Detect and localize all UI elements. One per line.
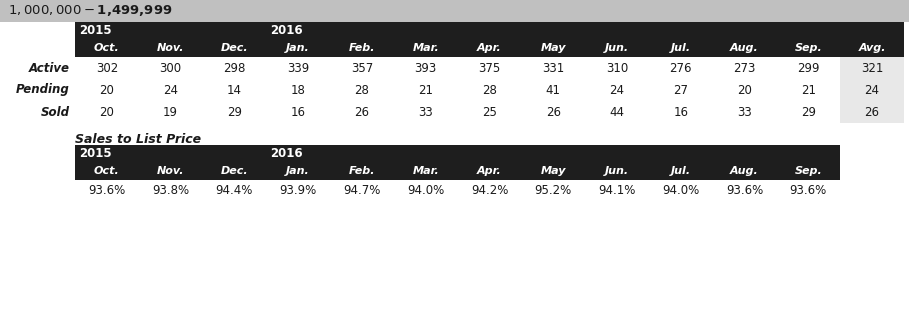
Text: 273: 273 bbox=[734, 61, 755, 75]
Text: 20: 20 bbox=[99, 84, 115, 96]
Text: 393: 393 bbox=[415, 61, 437, 75]
Text: 321: 321 bbox=[861, 61, 884, 75]
Text: 21: 21 bbox=[418, 84, 434, 96]
Text: Dec.: Dec. bbox=[221, 43, 248, 53]
Text: 93.8%: 93.8% bbox=[152, 184, 189, 197]
Text: 339: 339 bbox=[287, 61, 309, 75]
Bar bbox=[75, 22, 904, 39]
Text: 24: 24 bbox=[163, 84, 178, 96]
Text: Dec.: Dec. bbox=[221, 166, 248, 176]
Text: 276: 276 bbox=[670, 61, 692, 75]
Text: 2016: 2016 bbox=[270, 24, 303, 37]
Text: 94.2%: 94.2% bbox=[471, 184, 508, 197]
Text: 2015: 2015 bbox=[79, 24, 112, 37]
Text: 33: 33 bbox=[737, 105, 752, 119]
Text: 20: 20 bbox=[99, 105, 115, 119]
Text: May: May bbox=[541, 43, 566, 53]
Text: Feb.: Feb. bbox=[349, 166, 375, 176]
Text: 24: 24 bbox=[610, 84, 624, 96]
Text: Mar.: Mar. bbox=[413, 166, 439, 176]
Text: 299: 299 bbox=[797, 61, 820, 75]
Text: 26: 26 bbox=[545, 105, 561, 119]
Text: 2015: 2015 bbox=[79, 147, 112, 160]
Text: 27: 27 bbox=[674, 84, 688, 96]
Bar bbox=[75, 162, 840, 180]
Text: Oct.: Oct. bbox=[94, 166, 120, 176]
Text: 33: 33 bbox=[418, 105, 433, 119]
Text: Avg.: Avg. bbox=[858, 43, 886, 53]
Text: 93.6%: 93.6% bbox=[790, 184, 827, 197]
Text: 44: 44 bbox=[610, 105, 624, 119]
Text: Jan.: Jan. bbox=[286, 43, 310, 53]
Text: Jun.: Jun. bbox=[605, 166, 629, 176]
Text: Nov.: Nov. bbox=[157, 43, 185, 53]
Text: 18: 18 bbox=[291, 84, 305, 96]
Text: 300: 300 bbox=[160, 61, 182, 75]
Text: 25: 25 bbox=[482, 105, 497, 119]
Text: 24: 24 bbox=[864, 84, 880, 96]
Text: 19: 19 bbox=[163, 105, 178, 119]
Text: 94.0%: 94.0% bbox=[662, 184, 699, 197]
Text: Jul.: Jul. bbox=[671, 43, 691, 53]
Text: 29: 29 bbox=[227, 105, 242, 119]
Text: 41: 41 bbox=[545, 84, 561, 96]
Text: 93.6%: 93.6% bbox=[88, 184, 125, 197]
Text: 28: 28 bbox=[482, 84, 497, 96]
Text: 16: 16 bbox=[674, 105, 688, 119]
Text: Sep.: Sep. bbox=[794, 166, 823, 176]
Text: 26: 26 bbox=[355, 105, 369, 119]
Text: Sales to List Price: Sales to List Price bbox=[75, 133, 201, 146]
Text: 21: 21 bbox=[801, 84, 816, 96]
Text: Mar.: Mar. bbox=[413, 43, 439, 53]
Text: Active: Active bbox=[29, 61, 70, 75]
Bar bbox=[840, 57, 904, 79]
Bar bbox=[840, 79, 904, 101]
Text: 331: 331 bbox=[542, 61, 564, 75]
Text: 94.4%: 94.4% bbox=[215, 184, 253, 197]
Text: 375: 375 bbox=[478, 61, 501, 75]
Text: 357: 357 bbox=[351, 61, 373, 75]
Text: 20: 20 bbox=[737, 84, 752, 96]
Text: 310: 310 bbox=[606, 61, 628, 75]
Text: 93.9%: 93.9% bbox=[280, 184, 317, 197]
Text: 94.0%: 94.0% bbox=[407, 184, 445, 197]
Text: 29: 29 bbox=[801, 105, 816, 119]
Text: Sold: Sold bbox=[41, 105, 70, 119]
Text: 94.7%: 94.7% bbox=[344, 184, 381, 197]
Text: Pending: Pending bbox=[16, 84, 70, 96]
Bar bbox=[75, 180, 840, 202]
Text: Apr.: Apr. bbox=[477, 166, 502, 176]
Text: $1,000,000 - $1,499,999: $1,000,000 - $1,499,999 bbox=[8, 3, 173, 18]
Bar bbox=[0, 79, 909, 101]
Text: 95.2%: 95.2% bbox=[534, 184, 572, 197]
Bar bbox=[0, 101, 909, 123]
Text: May: May bbox=[541, 166, 566, 176]
Text: Apr.: Apr. bbox=[477, 43, 502, 53]
Text: 302: 302 bbox=[95, 61, 118, 75]
Text: 14: 14 bbox=[227, 84, 242, 96]
Text: Sep.: Sep. bbox=[794, 43, 823, 53]
Text: Jul.: Jul. bbox=[671, 166, 691, 176]
Text: 16: 16 bbox=[291, 105, 305, 119]
Text: Nov.: Nov. bbox=[157, 166, 185, 176]
Bar bbox=[75, 145, 840, 162]
Bar bbox=[840, 101, 904, 123]
Text: Jan.: Jan. bbox=[286, 166, 310, 176]
Text: Jun.: Jun. bbox=[605, 43, 629, 53]
Text: 28: 28 bbox=[355, 84, 369, 96]
Text: Oct.: Oct. bbox=[94, 43, 120, 53]
Text: 2016: 2016 bbox=[270, 147, 303, 160]
Text: 93.6%: 93.6% bbox=[726, 184, 764, 197]
Bar bbox=[0, 0, 909, 22]
Text: 26: 26 bbox=[864, 105, 880, 119]
Text: 298: 298 bbox=[224, 61, 245, 75]
Bar bbox=[75, 39, 904, 57]
Text: Aug.: Aug. bbox=[730, 166, 759, 176]
Text: Feb.: Feb. bbox=[349, 43, 375, 53]
Text: Aug.: Aug. bbox=[730, 43, 759, 53]
Text: 94.1%: 94.1% bbox=[598, 184, 635, 197]
Bar bbox=[0, 57, 909, 79]
